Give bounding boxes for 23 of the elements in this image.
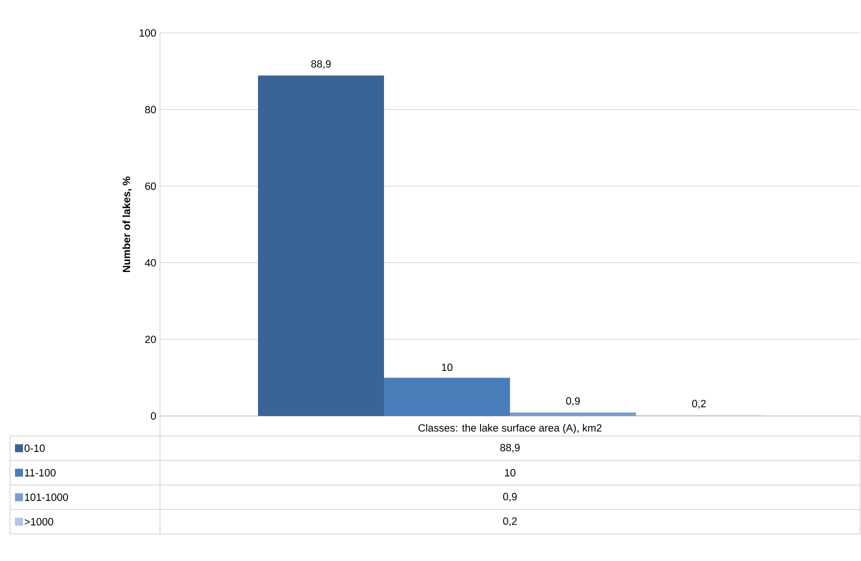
legend-label: 101-1000 xyxy=(25,494,68,501)
legend-label: 0-10 xyxy=(24,444,45,452)
text: 0,9 xyxy=(503,492,517,502)
bar xyxy=(384,378,510,416)
y-tick-label: 40 xyxy=(144,259,156,266)
bar xyxy=(258,76,384,416)
bar xyxy=(510,412,636,416)
text: 88,9 xyxy=(500,444,520,453)
y-tick-label: 20 xyxy=(145,336,156,344)
x-tick-label: Classes: the lake surface area (A), km2 xyxy=(418,424,602,434)
y-axis-title: Number of lakes, % xyxy=(122,176,132,272)
data-label: 0,2 xyxy=(692,400,706,409)
data-label: 0,9 xyxy=(566,397,580,406)
text: 10 xyxy=(504,469,516,476)
y-tick-label: 60 xyxy=(145,182,156,190)
y-tick-label: 0 xyxy=(150,412,156,420)
data-label: 88,9 xyxy=(311,60,331,69)
data-label: 10 xyxy=(442,364,452,372)
text: 0,2 xyxy=(503,517,517,526)
y-tick-label: 80 xyxy=(145,106,156,114)
legend-label: >1000 xyxy=(24,518,54,526)
legend-label: 11-100 xyxy=(25,469,56,476)
y-tick-label: 100 xyxy=(140,29,156,37)
